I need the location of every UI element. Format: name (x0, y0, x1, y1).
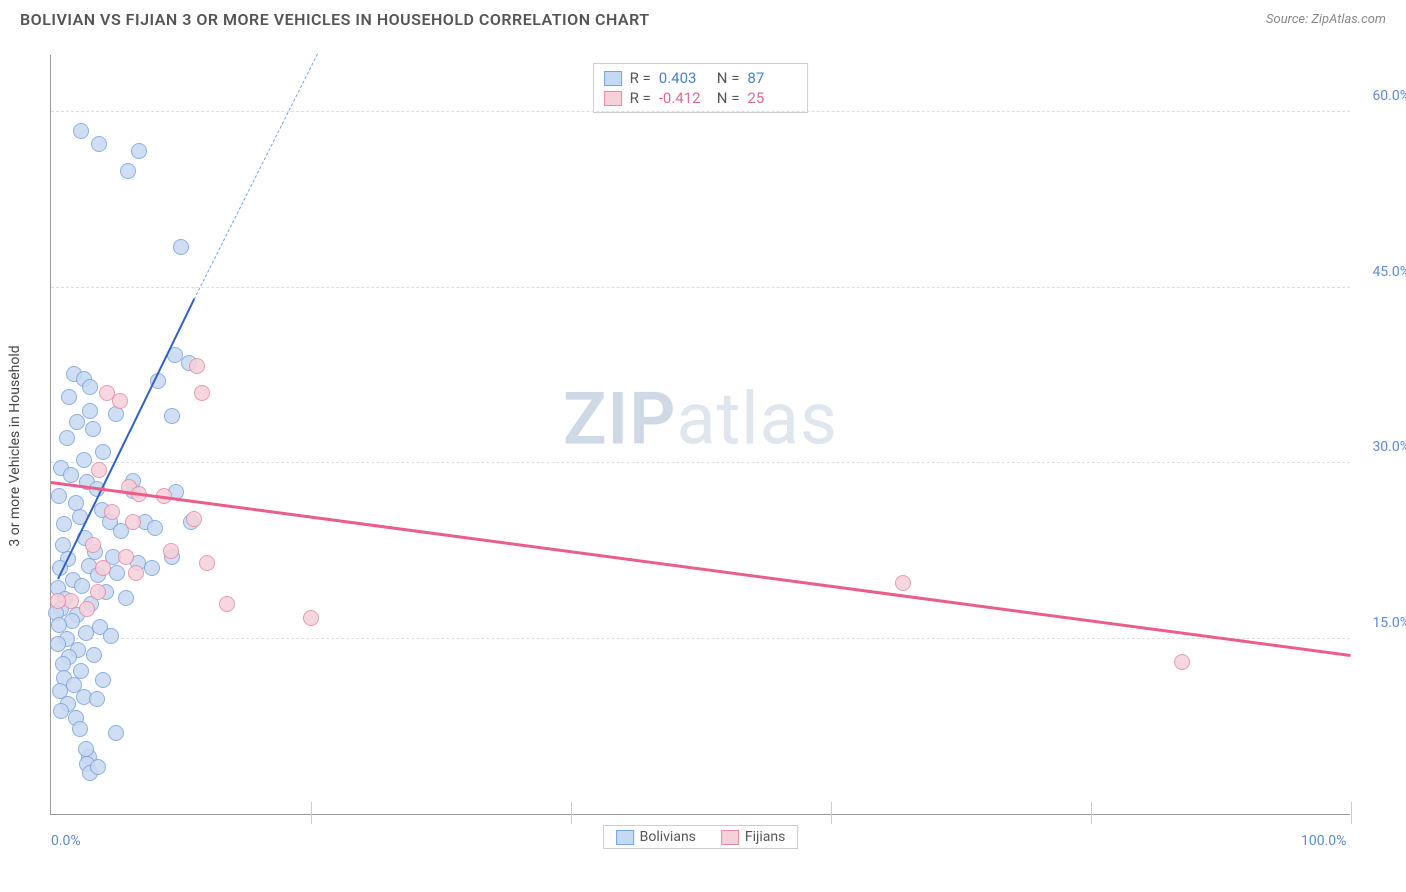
scatter-point (131, 143, 147, 159)
watermark: ZIPatlas (563, 377, 838, 462)
x-gridline (571, 814, 572, 824)
legend-label-bolivians: Bolivians (640, 829, 696, 845)
scatter-point (147, 520, 163, 536)
x-gridline (1351, 814, 1352, 824)
scatter-point (59, 430, 75, 446)
stats-legend-box: R = 0.403 N = 87 R = -0.412 N = 25 (593, 63, 809, 113)
scatter-point (186, 511, 202, 527)
scatter-point (89, 691, 105, 707)
scatter-point (1174, 654, 1190, 670)
scatter-point (86, 647, 102, 663)
y-tick-label: 60.0% (1355, 88, 1406, 104)
scatter-point (189, 358, 205, 374)
scatter-point (78, 625, 94, 641)
scatter-point (118, 549, 134, 565)
scatter-point (61, 389, 77, 405)
scatter-point (95, 560, 111, 576)
scatter-point (194, 385, 210, 401)
scatter-point (104, 504, 120, 520)
scatter-point (72, 721, 88, 737)
scatter-point (85, 421, 101, 437)
scatter-point (303, 610, 319, 626)
scatter-point (50, 636, 66, 652)
scatter-point (219, 596, 235, 612)
scatter-point (56, 516, 72, 532)
scatter-chart: ZIPatlas R = 0.403 N = 87 R = -0.412 N =… (50, 55, 1350, 815)
scatter-point (112, 393, 128, 409)
source-label: Source: ZipAtlas.com (1266, 12, 1386, 27)
x-tick-label: 0.0% (51, 833, 81, 849)
stats-row-bolivians: R = 0.403 N = 87 (604, 68, 798, 88)
scatter-point (90, 584, 106, 600)
legend-swatch-fijians (721, 830, 739, 845)
scatter-point (144, 560, 160, 576)
scatter-point (85, 537, 101, 553)
scatter-point (120, 163, 136, 179)
chart-title: BOLIVIAN VS FIJIAN 3 OR MORE VEHICLES IN… (20, 10, 650, 29)
scatter-point (90, 759, 106, 775)
scatter-point (79, 601, 95, 617)
scatter-point (128, 565, 144, 581)
scatter-point (95, 444, 111, 460)
legend-bottom: Bolivians Fijians (603, 825, 799, 849)
legend-swatch-bolivians (616, 830, 634, 845)
scatter-point (76, 452, 92, 468)
scatter-point (91, 462, 107, 478)
y-tick-label: 15.0% (1355, 615, 1406, 631)
y-tick-label: 30.0% (1355, 439, 1406, 455)
swatch-fijians (604, 91, 622, 106)
y-tick-label: 45.0% (1355, 264, 1406, 280)
scatter-point (103, 628, 119, 644)
scatter-point (109, 565, 125, 581)
scatter-point (95, 672, 111, 688)
legend-item-bolivians: Bolivians (616, 829, 696, 845)
legend-label-fijians: Fijians (745, 829, 785, 845)
scatter-point (118, 590, 134, 606)
x-tick-label: 100.0% (1301, 833, 1346, 849)
x-gridline (1091, 814, 1092, 824)
scatter-point (73, 123, 89, 139)
gridline (51, 462, 1350, 463)
scatter-point (895, 575, 911, 591)
scatter-point (91, 136, 107, 152)
stats-row-fijians: R = -0.412 N = 25 (604, 88, 798, 108)
x-gridline (311, 814, 312, 824)
scatter-point (63, 467, 79, 483)
scatter-point (125, 514, 141, 530)
n-value-bolivians: 87 (747, 69, 797, 87)
scatter-point (173, 239, 189, 255)
scatter-point (164, 408, 180, 424)
n-value-fijians: 25 (747, 89, 797, 107)
trend-line (51, 481, 1351, 657)
legend-item-fijians: Fijians (721, 829, 785, 845)
r-value-fijians: -0.412 (659, 89, 709, 107)
scatter-point (50, 593, 66, 609)
scatter-point (82, 403, 98, 419)
gridline (51, 638, 1350, 639)
y-axis-label: 3 or more Vehicles in Household (7, 345, 23, 546)
scatter-point (199, 555, 215, 571)
scatter-point (78, 741, 94, 757)
scatter-point (163, 543, 179, 559)
scatter-point (69, 414, 85, 430)
scatter-point (108, 725, 124, 741)
swatch-bolivians (604, 71, 622, 86)
scatter-point (51, 488, 67, 504)
trend-line (194, 53, 318, 299)
x-gridline (831, 814, 832, 824)
scatter-point (82, 379, 98, 395)
gridline (51, 287, 1350, 288)
gridline (51, 111, 1350, 112)
r-value-bolivians: 0.403 (659, 69, 709, 87)
scatter-point (74, 578, 90, 594)
